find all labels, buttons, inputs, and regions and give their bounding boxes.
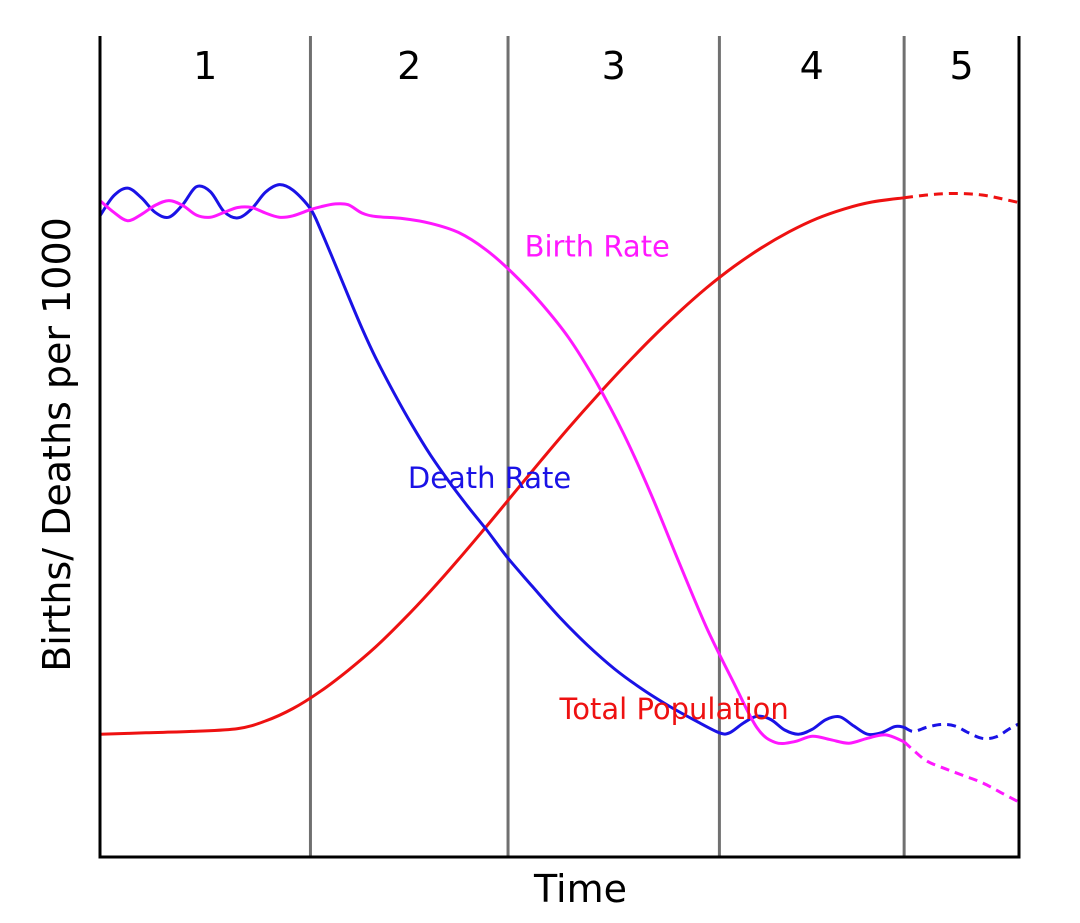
birth-rate-line — [99, 199, 905, 746]
stage-labels: 1 2 3 4 5 — [193, 44, 974, 88]
stage-label-5: 5 — [949, 44, 973, 88]
birth-rate-projected-line — [903, 740, 1020, 804]
y-axis-title: Births/ Deaths per 1000 — [35, 217, 79, 672]
stage-label-1: 1 — [193, 44, 217, 88]
x-axis-title: Time — [533, 867, 627, 911]
death-rate-label: Death Rate — [408, 461, 571, 495]
stage-label-4: 4 — [800, 44, 824, 88]
total-population-projected-line — [903, 191, 1020, 205]
stage-dividers — [308, 36, 906, 857]
stage-label-2: 2 — [397, 44, 421, 88]
total-population-line — [99, 196, 905, 736]
death-rate-line — [98, 183, 905, 737]
birth-rate-label: Birth Rate — [525, 230, 670, 264]
total-population-label: Total Population — [559, 692, 789, 726]
axes — [98, 36, 1021, 859]
stage-label-3: 3 — [602, 44, 626, 88]
death-rate-projected-line — [903, 722, 1020, 741]
series-labels: Total Population Death Rate Birth Rate — [408, 230, 789, 726]
series-lines — [98, 183, 1020, 804]
